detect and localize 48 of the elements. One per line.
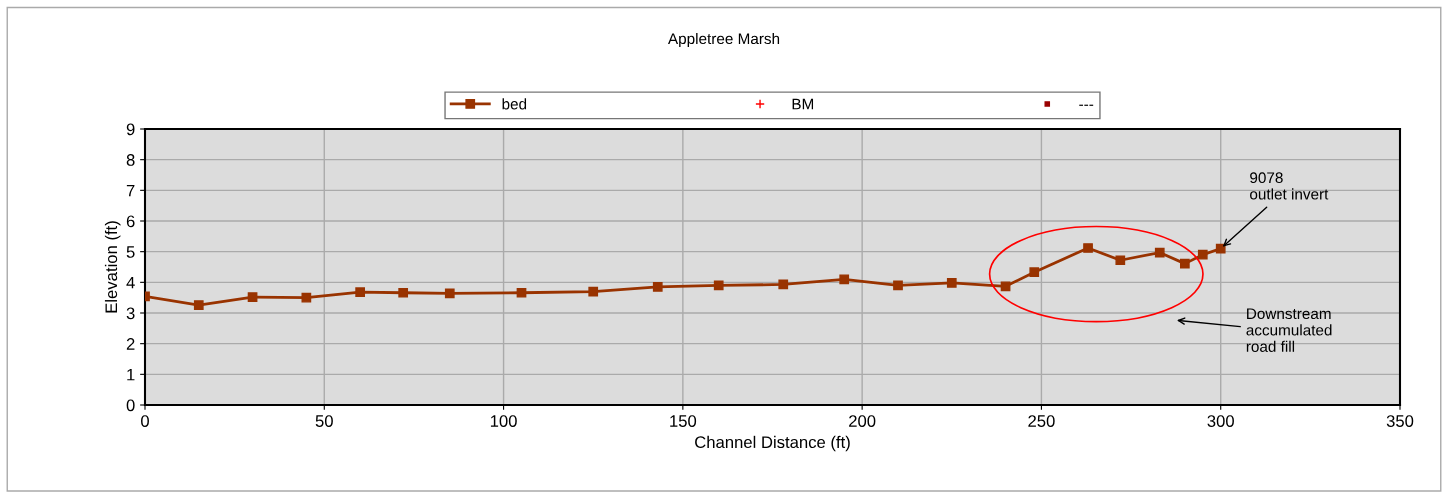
point: [444, 288, 455, 299]
x-tick-label: 100: [490, 415, 517, 427]
point: [652, 282, 663, 292]
x-tick-label: 0: [141, 415, 149, 427]
x-tick-label: 300: [1207, 415, 1234, 427]
point: [1179, 258, 1190, 269]
point: [398, 287, 409, 298]
point: [893, 280, 903, 291]
legend-label: bed: [502, 98, 527, 110]
y-tick-label: 1: [127, 368, 135, 381]
point: [1083, 243, 1093, 253]
point: [1000, 281, 1011, 292]
annotation: Downstream accumulated road fill: [1246, 308, 1332, 352]
x-tick-label: 250: [1028, 415, 1055, 427]
point: [946, 278, 957, 288]
x-tick-label: 50: [315, 415, 333, 427]
y-tick-label: 8: [126, 154, 135, 166]
x-tick-label: 350: [1386, 415, 1414, 427]
y-tick-label: 3: [126, 307, 135, 320]
chart-title: Appletree Marsh: [667, 32, 780, 48]
point: [193, 300, 204, 310]
point: [588, 286, 599, 297]
y-tick-label: 9: [126, 123, 135, 136]
x-axis-title: Channel Distance (ft): [695, 435, 850, 452]
point: [355, 287, 366, 298]
point: [301, 292, 312, 303]
y-tick-label: 6: [126, 215, 135, 228]
point: [1215, 243, 1226, 254]
x-tick-label: 150: [670, 415, 697, 427]
y-axis-title: Elevation (ft): [104, 221, 121, 313]
point: [516, 287, 527, 298]
point: [1115, 255, 1126, 266]
point: [1029, 267, 1040, 278]
point: [778, 279, 789, 290]
point: [247, 292, 258, 302]
y-tick-label: 4: [126, 276, 135, 289]
point: [839, 274, 850, 285]
legend-label: ---: [1079, 104, 1094, 106]
y-tick-label: 0: [126, 399, 135, 412]
x-tick-label: 200: [849, 415, 876, 427]
y-tick-label: 2: [126, 338, 135, 350]
point: [1154, 247, 1165, 258]
y-tick-label: 5: [126, 246, 135, 258]
legend-label: BM: [792, 98, 814, 110]
point: [713, 280, 724, 291]
annotation: 9078 outlet invert: [1250, 172, 1329, 200]
point: [1197, 249, 1208, 260]
y-tick-label: 7: [126, 184, 135, 197]
